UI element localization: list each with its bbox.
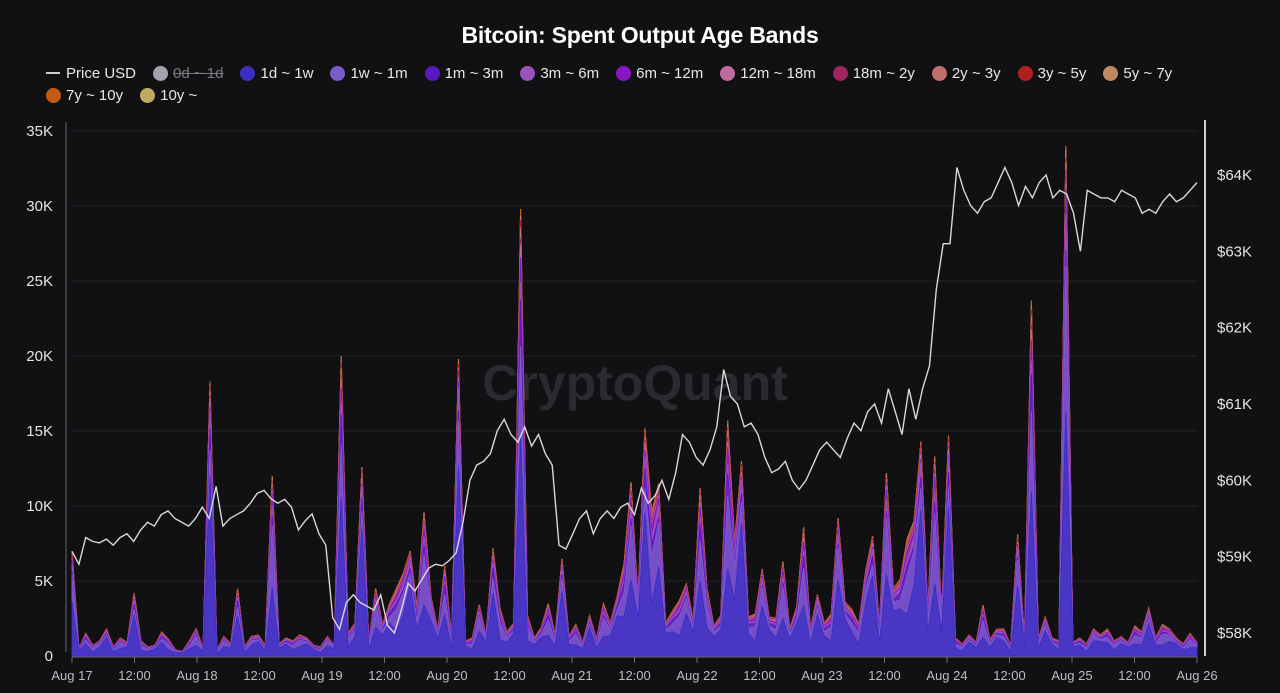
circle-marker-icon	[330, 65, 346, 81]
legend-label: Price USD	[66, 64, 137, 82]
circle-marker-icon	[931, 65, 947, 81]
legend-label: 10y ~	[160, 86, 198, 104]
axes: 0 5K 10K 15K 20K 25K 30K 35K $58K $59K $60K $61K $62…	[26, 120, 1252, 683]
legend-item-6m-12m[interactable]: 6m ~ 12m	[616, 65, 703, 82]
legend-item-1d-1w[interactable]: 1d ~ 1w	[240, 65, 313, 82]
x-axis-tick: 12:00	[493, 668, 526, 683]
legend-item-1w-1m[interactable]: 1w ~ 1m	[330, 64, 408, 82]
circle-marker-icon	[1017, 65, 1033, 81]
x-axis-tick: 12:00	[993, 668, 1026, 683]
legend-item-2y-3y[interactable]: 2y ~ 3y	[931, 64, 1001, 82]
y-axis-left-tick: 20K	[26, 348, 53, 365]
legend-label: 6m ~ 12m	[636, 64, 704, 82]
x-axis-tick: 12:00	[1118, 668, 1151, 683]
y-axis-left-tick: 15K	[26, 423, 53, 440]
legend-item-5y-7y[interactable]: 5y ~ 7y	[1103, 65, 1172, 82]
legend-label: 1m ~ 3m	[444, 64, 504, 82]
legend-row-1: Price USD 0d ~ 1d 1d ~ 1w 1w ~ 1m 1m ~ 3m 3m …	[46, 62, 1246, 84]
x-axis-tick: Aug 24	[926, 668, 967, 683]
circle-marker-icon	[46, 87, 61, 103]
x-axis-tick: 12:00	[243, 668, 276, 683]
y-axis-right-tick: $58K	[1217, 625, 1252, 642]
age-band-areas[interactable]	[71, 145, 1198, 657]
legend-label: 12m ~ 18m	[740, 64, 816, 82]
y-axis-right-tick: $59K	[1217, 549, 1252, 566]
y-axis-left-tick: 0	[45, 648, 53, 665]
circle-marker-icon	[720, 65, 736, 81]
circle-marker-icon	[153, 65, 169, 81]
chart-title: Bitcoin: Spent Output Age Bands	[461, 22, 819, 48]
y-axis-left-tick: 10K	[26, 498, 53, 515]
legend-label: 5y ~ 7y	[1123, 64, 1173, 82]
y-axis-right-tick: $60K	[1217, 472, 1252, 489]
x-axis-tick: Aug 25	[1051, 668, 1092, 683]
x-axis-tick: Aug 22	[676, 668, 717, 683]
x-axis-tick: Aug 19	[301, 668, 342, 683]
circle-marker-icon	[520, 65, 536, 81]
x-axis-tick: Aug 20	[426, 668, 467, 683]
y-axis-left-tick: 30K	[26, 198, 53, 215]
legend-item-18m-2y[interactable]: 18m ~ 2y	[832, 64, 915, 82]
x-axis-tick: 12:00	[868, 668, 901, 683]
legend-item-0d-1d[interactable]: 0d ~ 1d	[153, 65, 223, 82]
legend-item-12m-18m[interactable]: 12m ~ 18m	[720, 64, 816, 82]
legend-label: 2y ~ 3y	[951, 64, 1001, 82]
x-axis-tick: Aug 18	[176, 668, 217, 683]
legend-item-price-usd[interactable]: Price USD	[46, 65, 136, 82]
legend-label: 18m ~ 2y	[852, 64, 915, 82]
circle-marker-icon	[616, 65, 632, 81]
watermark: CryptoQuant	[482, 355, 788, 411]
x-axis-tick: Aug 17	[51, 668, 92, 683]
y-axis-left-tick: 25K	[26, 273, 53, 290]
y-axis-left-tick: 35K	[26, 123, 53, 140]
band-1d-1w[interactable]	[71, 411, 1198, 657]
y-axis-right-tick: $62K	[1217, 320, 1252, 337]
y-axis-left-tick: 5K	[35, 573, 53, 590]
legend-label: 3m ~ 6m	[540, 64, 600, 82]
circle-marker-icon	[424, 65, 440, 81]
y-axis-right-tick: $64K	[1217, 167, 1252, 184]
legend-item-1m-3m[interactable]: 1m ~ 3m	[424, 64, 504, 82]
y-axis-right-tick: $63K	[1217, 243, 1252, 260]
circle-marker-icon	[1103, 65, 1119, 81]
circle-marker-icon	[240, 65, 256, 81]
legend-row-2: 7y ~ 10y 10y ~	[46, 84, 1246, 106]
band-1w-1m[interactable]	[71, 265, 1198, 657]
x-axis-tick: 12:00	[118, 668, 151, 683]
x-axis-tick: 12:00	[618, 668, 651, 683]
legend-item-3m-6m[interactable]: 3m ~ 6m	[520, 65, 599, 82]
line-marker-icon	[46, 72, 60, 74]
gridlines	[72, 130, 1197, 582]
x-axis-tick: Aug 23	[801, 668, 842, 683]
legend-item-7y-10y[interactable]: 7y ~ 10y	[46, 87, 123, 104]
x-axis-tick: 12:00	[368, 668, 401, 683]
legend-label: 1d ~ 1w	[260, 64, 314, 82]
price-line[interactable]	[71, 165, 1198, 635]
circle-marker-icon	[832, 65, 848, 81]
y-axis-right-tick: $61K	[1217, 396, 1252, 413]
legend-item-10y[interactable]: 10y ~	[140, 87, 197, 104]
legend-label: 0d ~ 1d	[173, 64, 224, 82]
x-axis-tick: Aug 21	[551, 668, 592, 683]
legend-label: 7y ~ 10y	[66, 86, 124, 104]
legend-label: 1w ~ 1m	[350, 64, 408, 82]
x-axis-tick: Aug 26	[1176, 668, 1217, 683]
legend-item-3y-5y[interactable]: 3y ~ 5y	[1017, 64, 1087, 82]
legend-label: 3y ~ 5y	[1037, 64, 1087, 82]
legend: Price USD 0d ~ 1d 1d ~ 1w 1w ~ 1m 1m ~ 3m 3m …	[46, 62, 1246, 106]
circle-marker-icon	[140, 87, 156, 103]
x-axis-tick: 12:00	[743, 668, 776, 683]
